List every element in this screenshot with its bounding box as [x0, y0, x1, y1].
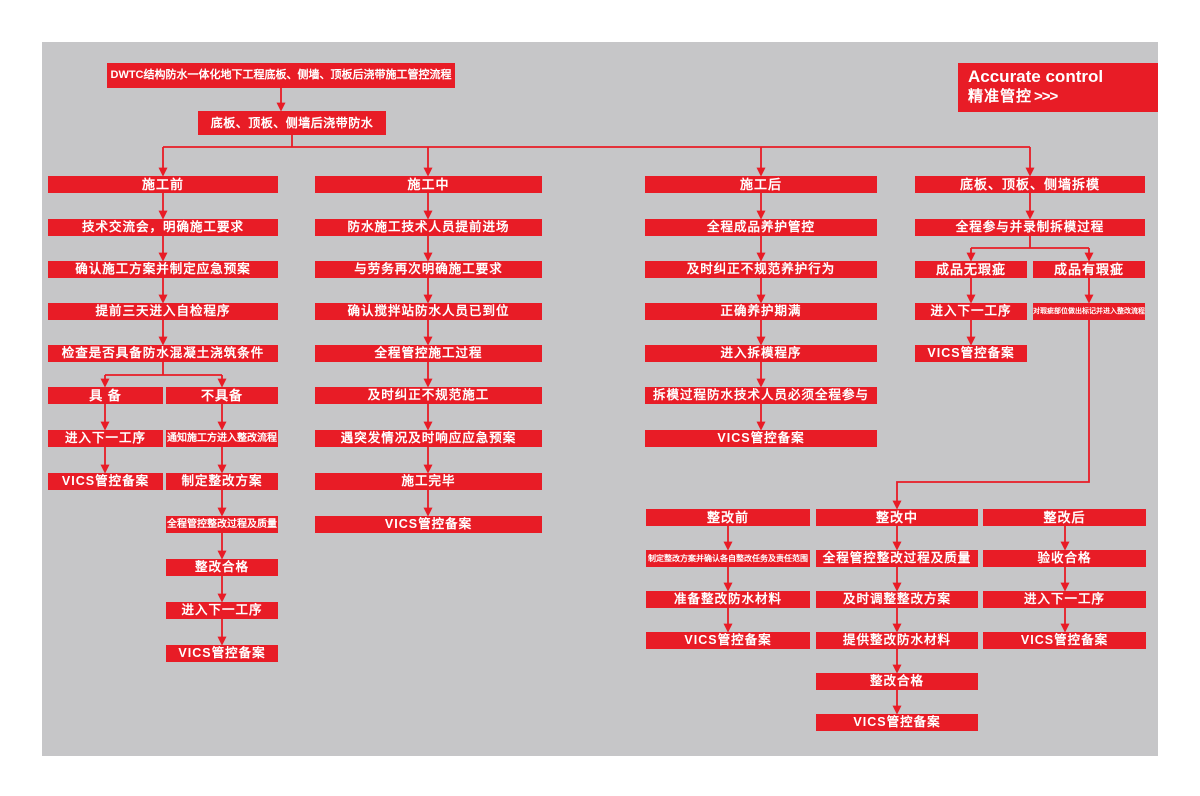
flow-step: VICS管控备案	[48, 473, 163, 490]
branch-not-ready-header: 不具备	[166, 387, 278, 404]
flow-step: 进入下一工序	[915, 303, 1027, 320]
flow-step: 检查是否具备防水混凝土浇筑条件	[48, 345, 278, 362]
flow-step: VICS管控备案	[646, 632, 810, 649]
flow-step: 全程参与并录制拆模过程	[915, 219, 1145, 236]
header-rect-pre: 整改前	[646, 509, 810, 526]
banner-zh-text: 精准管控	[968, 88, 1033, 105]
flow-step: 进入下一工序	[983, 591, 1146, 608]
flow-step: 全程管控整改过程及质量	[166, 516, 278, 533]
header-pre-construction: 施工前	[48, 176, 278, 193]
header-after-construction: 施工后	[645, 176, 877, 193]
flow-step: 拆模过程防水技术人员必须全程参与	[645, 387, 877, 404]
flow-step: 确认搅拌站防水人员已到位	[315, 303, 542, 320]
flow-step: 及时纠正不规范施工	[315, 387, 542, 404]
flow-step: 及时调整整改方案	[816, 591, 978, 608]
flow-step: 技术交流会，明确施工要求	[48, 219, 278, 236]
header-rect-after: 整改后	[983, 509, 1146, 526]
flow-step: 全程管控施工过程	[315, 345, 542, 362]
flow-step: 进入下一工序	[48, 430, 163, 447]
header-rect-during: 整改中	[816, 509, 978, 526]
flow-step: VICS管控备案	[645, 430, 877, 447]
flow-step: 进入下一工序	[166, 602, 278, 619]
flow-step: 整改合格	[816, 673, 978, 690]
header-during-construction: 施工中	[315, 176, 542, 193]
flow-step: 全程管控整改过程及质量	[816, 550, 978, 567]
flow-step: 准备整改防水材料	[646, 591, 810, 608]
flow-step: 施工完毕	[315, 473, 542, 490]
flow-step: VICS管控备案	[983, 632, 1146, 649]
branch-ready-header: 具 备	[48, 387, 163, 404]
header-demold: 底板、顶板、侧墙拆模	[915, 176, 1145, 193]
flow-step: 及时纠正不规范养护行为	[645, 261, 877, 278]
flow-step: 遇突发情况及时响应应急预案	[315, 430, 542, 447]
flow-step: 对瑕疵部位做出标记并进入整改流程	[1033, 303, 1145, 320]
flow-step: 通知施工方进入整改流程	[166, 430, 278, 447]
flow-title: DWTC结构防水一体化地下工程底板、侧墙、顶板后浇带施工管控流程	[107, 63, 455, 88]
flow-step: 制定整改方案	[166, 473, 278, 490]
flow-step: 进入拆模程序	[645, 345, 877, 362]
banner-title-zh: 精准管控 >>>	[968, 87, 1158, 107]
branch-flawed-header: 成品有瑕疵	[1033, 261, 1145, 278]
branch-flawless-header: 成品无瑕疵	[915, 261, 1027, 278]
flow-step: 提前三天进入自检程序	[48, 303, 278, 320]
flow-step: 防水施工技术人员提前进场	[315, 219, 542, 236]
flow-step: 全程成品养护管控	[645, 219, 877, 236]
flow-step: VICS管控备案	[816, 714, 978, 731]
flow-step: VICS管控备案	[315, 516, 542, 533]
flow-step: 确认施工方案并制定应急预案	[48, 261, 278, 278]
accent-banner: Accurate control 精准管控 >>>	[958, 63, 1158, 112]
chevrons-icon: >>>	[1034, 88, 1058, 105]
flow-step: 制定整改方案并确认各自整改任务及责任范围	[646, 550, 810, 567]
banner-title-en: Accurate control	[968, 67, 1104, 86]
flow-step: 提供整改防水材料	[816, 632, 978, 649]
flow-step: VICS管控备案	[915, 345, 1027, 362]
flow-root: 底板、顶板、侧墙后浇带防水	[198, 111, 386, 135]
flow-step: 正确养护期满	[645, 303, 877, 320]
flow-step: 整改合格	[166, 559, 278, 576]
flow-step: 验收合格	[983, 550, 1146, 567]
flow-step: VICS管控备案	[166, 645, 278, 662]
flow-step: 与劳务再次明确施工要求	[315, 261, 542, 278]
